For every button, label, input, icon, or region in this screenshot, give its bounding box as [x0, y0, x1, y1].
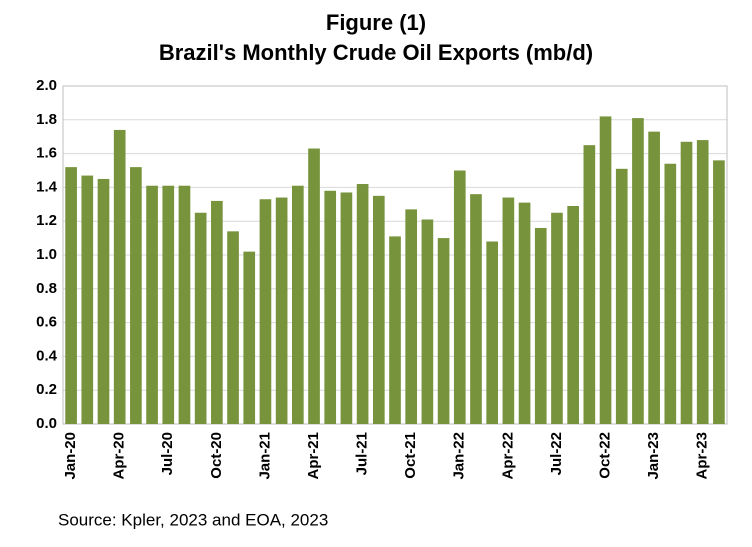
x-tick-label: Jul-21: [354, 432, 371, 475]
bar: [534, 227, 547, 424]
bar: [389, 236, 401, 424]
bar: [680, 141, 693, 424]
source-note: Source: Kpler, 2023 and EOA, 2023: [58, 510, 328, 529]
bar: [324, 190, 337, 424]
bar: [615, 168, 628, 424]
bar: [162, 185, 175, 424]
bar: [194, 212, 207, 424]
bar: [308, 148, 320, 424]
bar: [664, 163, 677, 425]
bar: [113, 129, 126, 424]
bar: [259, 199, 272, 424]
bar: [146, 185, 158, 424]
bar: [502, 197, 515, 424]
y-tick-label: 0.8: [36, 280, 57, 297]
bar: [81, 175, 94, 424]
y-tick-label: 0.0: [36, 415, 57, 432]
x-tick-label: Jan-23: [645, 432, 662, 480]
bar: [65, 167, 77, 424]
bar: [713, 160, 725, 425]
bar: [583, 145, 596, 424]
x-tick-label: Apr-21: [305, 432, 322, 480]
x-tick-label: Jan-20: [62, 432, 79, 480]
x-tick-label: Apr-23: [694, 432, 711, 480]
x-tick-label: Apr-20: [111, 432, 128, 480]
y-tick-label: 1.4: [36, 178, 58, 195]
bar: [372, 195, 385, 424]
bar: [599, 116, 612, 425]
bar: [470, 194, 482, 424]
bar: [291, 185, 304, 424]
x-tick-label: Jul-20: [159, 432, 176, 475]
x-tick-label: Jul-22: [548, 432, 565, 475]
x-tick-label: Apr-22: [499, 432, 516, 480]
y-tick-label: 0.4: [36, 347, 58, 364]
bar: [518, 202, 531, 424]
bar: [211, 200, 223, 424]
bar: [130, 167, 142, 424]
x-tick-label: Oct-22: [597, 432, 614, 479]
y-tick-label: 1.6: [36, 145, 57, 162]
bar: [486, 241, 499, 424]
bar: [227, 231, 239, 424]
chart-title: Figure (1): [326, 10, 426, 35]
bar: [696, 140, 709, 424]
y-tick-label: 1.2: [36, 212, 57, 229]
bar: [405, 209, 418, 424]
x-tick-label: Jan-22: [451, 432, 468, 480]
bar: [648, 131, 660, 424]
bar: [551, 212, 563, 424]
y-tick-label: 1.0: [36, 246, 57, 263]
x-tick-label: Jan-21: [256, 432, 273, 480]
bar: [632, 118, 644, 425]
bar: [421, 219, 434, 424]
chart-subtitle: Brazil's Monthly Crude Oil Exports (mb/d…: [159, 40, 593, 65]
bar: [567, 205, 579, 424]
bar: [275, 197, 288, 424]
bar: [453, 170, 466, 424]
bar: [97, 178, 110, 424]
y-tick-label: 1.8: [36, 111, 57, 128]
bar: [356, 184, 369, 424]
y-tick-label: 0.6: [36, 314, 57, 331]
y-tick-label: 0.2: [36, 381, 57, 398]
x-tick-label: Oct-21: [402, 432, 419, 479]
bar: [243, 251, 256, 424]
bar: [437, 238, 450, 424]
x-tick-label: Oct-20: [208, 432, 225, 479]
bar: [178, 185, 191, 424]
bar: [340, 192, 353, 424]
y-tick-label: 2.0: [36, 77, 57, 94]
